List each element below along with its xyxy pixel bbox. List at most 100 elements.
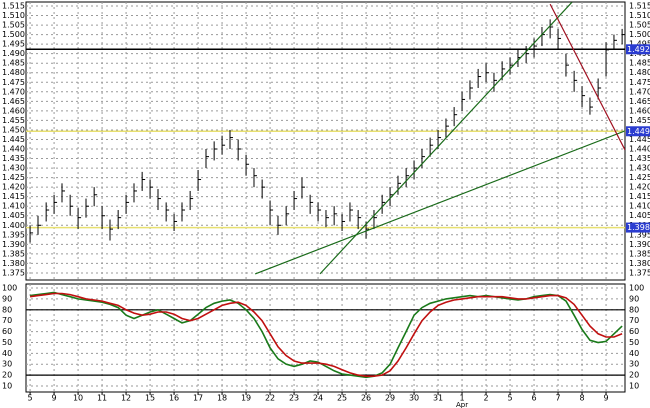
y-tick-label: 1.480: [629, 68, 650, 77]
y-tick-label: 30: [629, 360, 639, 369]
y-tick-label: 1.465: [629, 97, 650, 106]
y-tick-label: 1.405: [2, 211, 25, 220]
y-tick-label: 90: [629, 294, 639, 303]
y-tick-label: 1.455: [2, 116, 25, 125]
y-tick-label: 60: [629, 327, 639, 336]
y-tick-label: 1.420: [2, 183, 25, 192]
price-label: 1.4923: [627, 45, 650, 54]
y-tick-label: 1.485: [2, 59, 25, 68]
y-tick-label: 1.385: [629, 249, 650, 258]
y-tick-label: 1.440: [629, 145, 650, 154]
x-tick-label: 30: [409, 394, 419, 403]
price-label: 1.4493: [627, 127, 650, 136]
x-tick-label: 26: [361, 394, 371, 403]
y-tick-label: 70: [2, 316, 12, 325]
y-tick-label: 10: [2, 382, 12, 391]
trend-line: [319, 2, 573, 275]
y-tick-label: 1.465: [2, 97, 25, 106]
x-tick-label: 9: [52, 394, 57, 403]
y-tick-label: 1.460: [2, 106, 25, 115]
y-tick-label: 30: [2, 360, 12, 369]
y-tick-label: 1.480: [2, 68, 25, 77]
y-tick-label: 60: [2, 327, 12, 336]
y-tick-label: 1.385: [2, 249, 25, 258]
y-tick-label: 1.395: [2, 230, 25, 239]
y-tick-label: 1.410: [629, 202, 650, 211]
x-tick-label: 23: [289, 394, 299, 403]
y-tick-label: 1.435: [629, 154, 650, 163]
plot-area: [26, 2, 625, 280]
x-tick-label: 24: [313, 394, 323, 403]
y-tick-label: 1.475: [629, 78, 650, 87]
oscillator-pane: [25, 283, 626, 393]
y-tick-label: 1.470: [2, 87, 25, 96]
x-tick-label: 9: [603, 394, 608, 403]
y-tick-label: 100: [2, 284, 17, 293]
y-tick-label: 20: [2, 371, 12, 380]
y-tick-label: 1.485: [629, 59, 650, 68]
y-tick-label: 40: [629, 349, 639, 358]
x-tick-label: 18: [217, 394, 227, 403]
y-tick-label: 1.500: [629, 30, 650, 39]
y-tick-label: 90: [2, 294, 12, 303]
y-tick-label: 10: [629, 382, 639, 391]
y-tick-label: 1.470: [629, 87, 650, 96]
x-tick-label: 15: [145, 394, 155, 403]
x-tick-label: 17: [193, 394, 203, 403]
x-tick-label: 1: [460, 394, 465, 403]
y-tick-label: 1.505: [2, 21, 25, 30]
y-tick-label: 50: [2, 338, 12, 347]
price-label-box: [626, 44, 650, 55]
y-tick-label: 1.400: [2, 221, 25, 230]
y-tick-label: 1.410: [2, 202, 25, 211]
trend-line: [254, 130, 625, 275]
y-tick-label: 1.510: [629, 11, 650, 20]
y-tick-label: 1.460: [629, 106, 650, 115]
y-tick-label: 20: [629, 371, 639, 380]
plot-area: [26, 284, 625, 392]
y-tick-label: 1.395: [629, 230, 650, 239]
oscillator-line: [29, 292, 623, 377]
y-tick-label: 50: [629, 338, 639, 347]
x-tick-label: 10: [73, 394, 83, 403]
y-tick-label: 1.415: [2, 192, 25, 201]
y-tick-label: 1.390: [2, 240, 25, 249]
y-tick-label: 1.435: [2, 154, 25, 163]
y-tick-label: 1.475: [2, 78, 25, 87]
price-label-box: [626, 126, 650, 137]
x-tick-label: 2: [484, 394, 489, 403]
x-tick-label: 8: [579, 394, 584, 403]
y-tick-label: 1.380: [2, 259, 25, 268]
y-tick-label: 1.455: [629, 116, 650, 125]
x-tick-label: 12: [121, 394, 131, 403]
y-tick-label: 1.445: [629, 135, 650, 144]
y-tick-label: 1.390: [629, 240, 650, 249]
x-tick-label: 19: [241, 394, 251, 403]
y-tick-label: 1.430: [629, 164, 650, 173]
y-tick-label: 1.450: [2, 125, 25, 134]
y-tick-label: 1.515: [2, 2, 25, 11]
x-tick-label: 7: [555, 394, 560, 403]
price-pane: [25, 1, 626, 281]
y-tick-label: 1.425: [2, 173, 25, 182]
y-tick-label: 1.420: [629, 183, 650, 192]
y-tick-label: 1.505: [629, 21, 650, 30]
x-tick-label: 29: [385, 394, 395, 403]
y-tick-label: 1.425: [629, 173, 650, 182]
y-tick-label: 70: [629, 316, 639, 325]
y-tick-label: 1.515: [629, 2, 650, 11]
y-tick-label: 1.380: [629, 259, 650, 268]
y-tick-label: 1.500: [2, 30, 25, 39]
y-tick-label: 1.415: [629, 192, 650, 201]
price-label-box: [626, 222, 650, 233]
y-tick-label: 1.510: [2, 11, 25, 20]
price-label: 1.3988: [627, 223, 650, 232]
y-tick-label: 1.495: [2, 40, 25, 49]
y-tick-label: 80: [2, 305, 12, 314]
y-tick-label: 1.440: [2, 145, 25, 154]
y-tick-label: 100: [629, 284, 644, 293]
x-tick-label: 5: [508, 394, 513, 403]
y-tick-label: 1.430: [2, 164, 25, 173]
x-tick-label: 16: [169, 394, 179, 403]
